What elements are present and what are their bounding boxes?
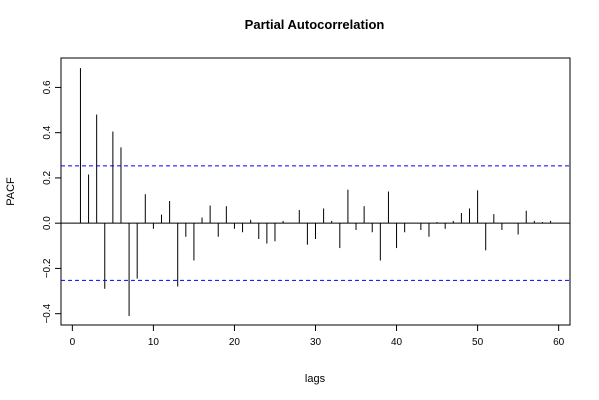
x-tick-label: 50 (472, 337, 484, 348)
pacf-bars (79, 68, 552, 316)
y-tick-label: 0.0 (42, 216, 53, 230)
y-tick-label: −0.2 (42, 258, 53, 278)
x-axis-label: lags (305, 373, 326, 385)
x-tick-label: 0 (70, 337, 76, 348)
x-tick-label: 30 (310, 337, 322, 348)
x-tick-label: 10 (148, 337, 160, 348)
y-axis: −0.4 −0.2 0.0 0.2 0.4 0.6 (42, 80, 61, 324)
plot-frame (60, 57, 571, 326)
y-tick-label: 0.2 (42, 171, 53, 185)
y-axis-label: PACF (5, 177, 17, 206)
x-tick-label: 60 (553, 337, 565, 348)
y-tick-label: −0.4 (42, 303, 53, 323)
x-tick-label: 20 (229, 337, 241, 348)
x-axis: 0 10 20 30 40 50 60 (70, 325, 565, 348)
x-tick-label: 40 (391, 337, 403, 348)
y-tick-label: 0.6 (42, 80, 53, 94)
chart-title: Partial Autocorrelation (245, 17, 385, 32)
y-tick-label: 0.4 (42, 125, 53, 139)
